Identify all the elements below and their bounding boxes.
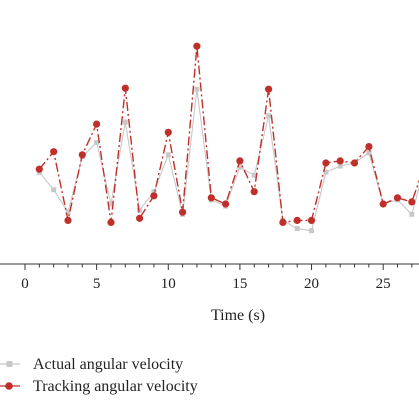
- series-actual-point: [309, 228, 314, 234]
- series-tracking-point: [236, 157, 244, 165]
- series-actual-point: [194, 86, 200, 92]
- series-actual-point: [294, 226, 300, 232]
- series-actual-point: [165, 152, 171, 158]
- series-actual-line: [38, 89, 419, 232]
- plot-area: [35, 42, 419, 234]
- series-tracking-point: [250, 188, 258, 196]
- legend-item-tracking: Tracking angular velocity: [0, 378, 198, 395]
- legend-label-actual: Actual angular velocity: [33, 356, 183, 373]
- series-tracking-point: [379, 200, 387, 208]
- legend-swatch-tracking-marker: [5, 382, 13, 390]
- series-tracking-point: [50, 148, 58, 156]
- series-tracking-point: [93, 120, 101, 128]
- series-actual-point: [323, 169, 329, 175]
- series-tracking-point: [293, 216, 301, 224]
- x-tick-label: 10: [161, 276, 176, 292]
- legend: Actual angular velocity Tracking angular…: [0, 356, 198, 395]
- x-axis: 0 5 10 15 20 25: [0, 263, 419, 292]
- series-tracking-point: [207, 194, 215, 202]
- series-tracking-point: [121, 84, 129, 92]
- series-actual-point: [151, 189, 157, 195]
- legend-swatch-actual-marker: [6, 361, 13, 367]
- series-actual-point: [108, 201, 114, 207]
- x-axis-title: Time (s): [211, 307, 265, 324]
- legend-label-tracking: Tracking angular velocity: [33, 378, 198, 395]
- x-tick-label: 15: [232, 276, 247, 292]
- series-actual-point: [51, 187, 57, 193]
- x-tick-label: 5: [93, 276, 101, 292]
- x-tick-label: 0: [21, 276, 29, 292]
- series-tracking-point: [408, 198, 416, 206]
- series-actual-point: [122, 119, 128, 125]
- series-actual-point: [366, 150, 372, 156]
- series-tracking-point: [150, 192, 158, 200]
- series-tracking-point: [179, 208, 187, 216]
- series-tracking-line: [38, 46, 419, 224]
- series-tracking-point: [350, 159, 359, 167]
- x-tick-label: 20: [304, 276, 319, 292]
- series-tracking-point: [393, 194, 402, 202]
- series-tracking-point: [279, 218, 287, 226]
- series-tracking-point: [365, 143, 373, 151]
- series-tracking-point: [136, 214, 144, 222]
- series-tracking-point: [336, 157, 344, 165]
- series-actual-point: [137, 207, 143, 213]
- series-actual-point: [94, 140, 100, 145]
- series-tracking-point: [35, 165, 43, 173]
- series-tracking-point: [322, 159, 330, 167]
- series-tracking-point: [78, 151, 86, 159]
- series-actual-point: [65, 209, 71, 215]
- series-actual-point: [337, 163, 343, 169]
- series-actual-point: [409, 211, 415, 217]
- series-tracking-point: [265, 85, 273, 93]
- series-tracking-point: [222, 200, 230, 208]
- legend-item-actual: Actual angular velocity: [0, 356, 183, 373]
- series-tracking-point: [64, 216, 72, 224]
- series-tracking-point: [193, 42, 201, 50]
- series-actual-point: [251, 172, 257, 178]
- series-tracking-point: [307, 216, 316, 224]
- series-tracking-point: [164, 128, 172, 136]
- series-actual-point: [266, 113, 272, 119]
- x-tick-label: 25: [376, 276, 391, 292]
- series-tracking-point: [107, 218, 115, 226]
- series-actual-point: [237, 164, 243, 170]
